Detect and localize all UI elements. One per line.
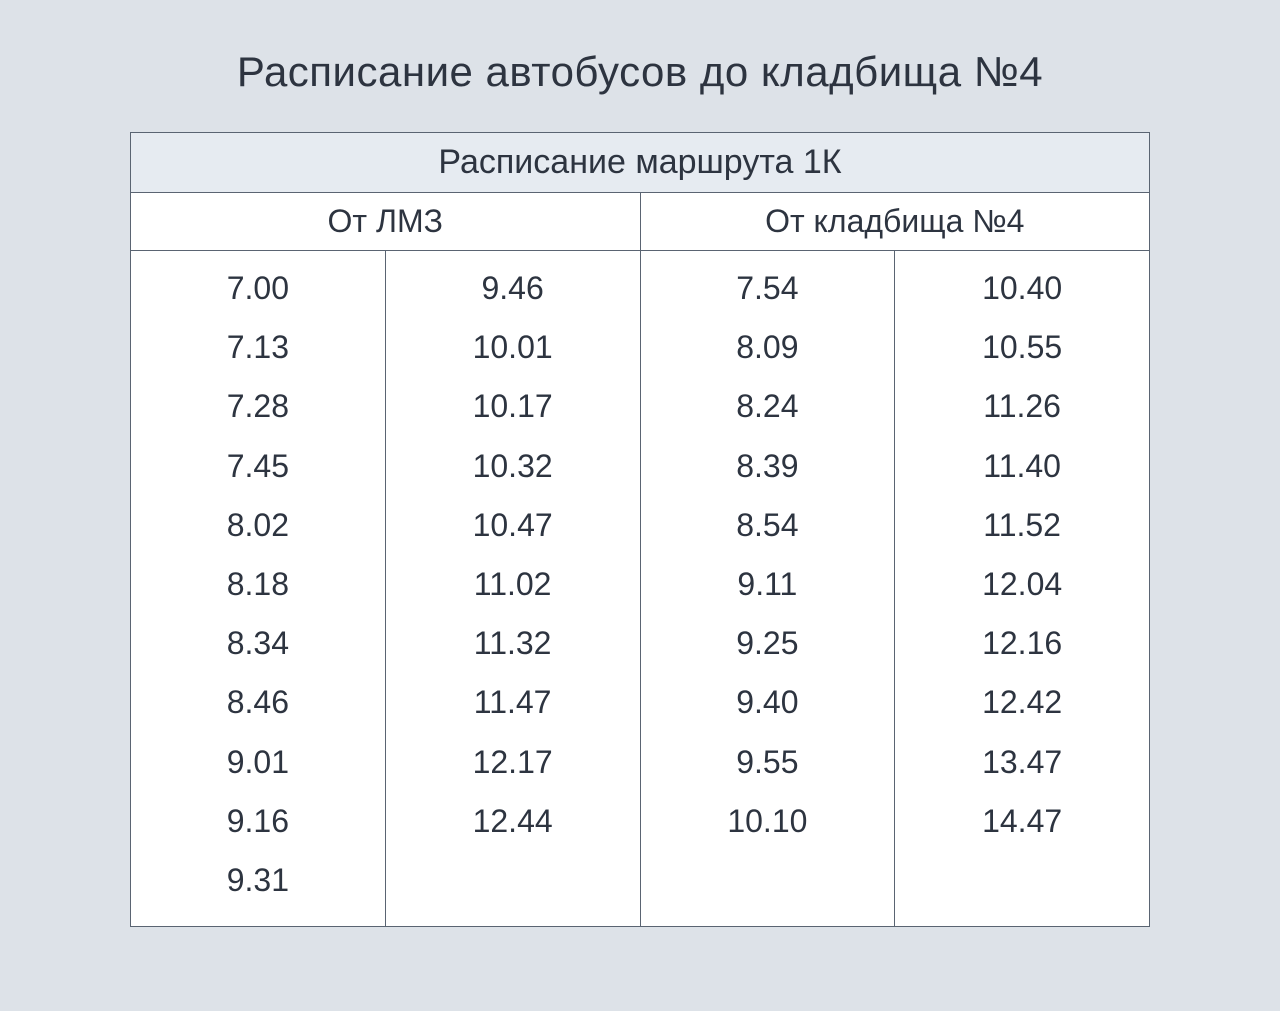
table-header: Расписание маршрута 1К [131,133,1150,193]
time-item: 12.42 [982,681,1062,724]
time-item: 9.31 [227,859,289,902]
time-item: 8.24 [736,385,798,428]
time-item: 13.47 [982,741,1062,784]
time-item: 8.09 [736,326,798,369]
time-item: 9.25 [736,622,798,665]
time-item: 8.34 [227,622,289,665]
time-item: 9.16 [227,800,289,843]
time-item: 8.39 [736,445,798,488]
time-item: 11.02 [474,563,552,606]
time-item: 7.45 [227,445,289,488]
time-item: 10.01 [473,326,553,369]
schedule-table: Расписание маршрута 1К От ЛМЗ От кладбищ… [130,132,1150,927]
time-column-4: 10.40 10.55 11.26 11.40 11.52 12.04 12.16 12.42… [895,251,1150,927]
time-item: 9.55 [736,741,798,784]
time-item: 8.46 [227,681,289,724]
time-item: 9.01 [227,741,289,784]
time-item: 8.18 [227,563,289,606]
time-item: 11.32 [474,622,552,665]
time-item: 14.47 [982,800,1062,843]
page-title: Расписание автобусов до кладбища №4 [237,48,1043,96]
time-item: 12.16 [982,622,1062,665]
time-item: 7.00 [227,267,289,310]
time-item: 11.52 [983,504,1061,547]
time-item: 12.44 [473,800,553,843]
time-item: 11.40 [983,445,1061,488]
time-item: 9.40 [736,681,798,724]
time-item: 10.10 [727,800,807,843]
time-column-3: 7.54 8.09 8.24 8.39 8.54 9.11 9.25 9.40 9.55 10.1… [640,251,895,927]
time-item: 9.11 [737,563,797,606]
subheader-left: От ЛМЗ [131,193,641,251]
table-header-row: Расписание маршрута 1К [131,133,1150,193]
time-item: 10.47 [473,504,553,547]
time-item: 12.04 [982,563,1062,606]
time-item: 10.32 [473,445,553,488]
time-item: 9.46 [481,267,543,310]
time-item: 11.47 [474,681,552,724]
time-item: 11.26 [983,385,1061,428]
time-item: 8.54 [736,504,798,547]
time-item: 12.17 [473,741,553,784]
time-column-2: 9.46 10.01 10.17 10.32 10.47 11.02 11.32 11.47 1… [385,251,640,927]
time-item: 7.13 [227,326,289,369]
time-item: 7.54 [736,267,798,310]
time-item: 10.55 [982,326,1062,369]
time-column-1: 7.00 7.13 7.28 7.45 8.02 8.18 8.34 8.46 9.01 9.16… [131,251,386,927]
time-item: 10.17 [473,385,553,428]
time-item: 7.28 [227,385,289,428]
table-subheader-row: От ЛМЗ От кладбища №4 [131,193,1150,251]
time-item: 8.02 [227,504,289,547]
time-row: 7.00 7.13 7.28 7.45 8.02 8.18 8.34 8.46 9.01 9.16… [131,251,1150,927]
subheader-right: От кладбища №4 [640,193,1150,251]
time-item: 10.40 [982,267,1062,310]
